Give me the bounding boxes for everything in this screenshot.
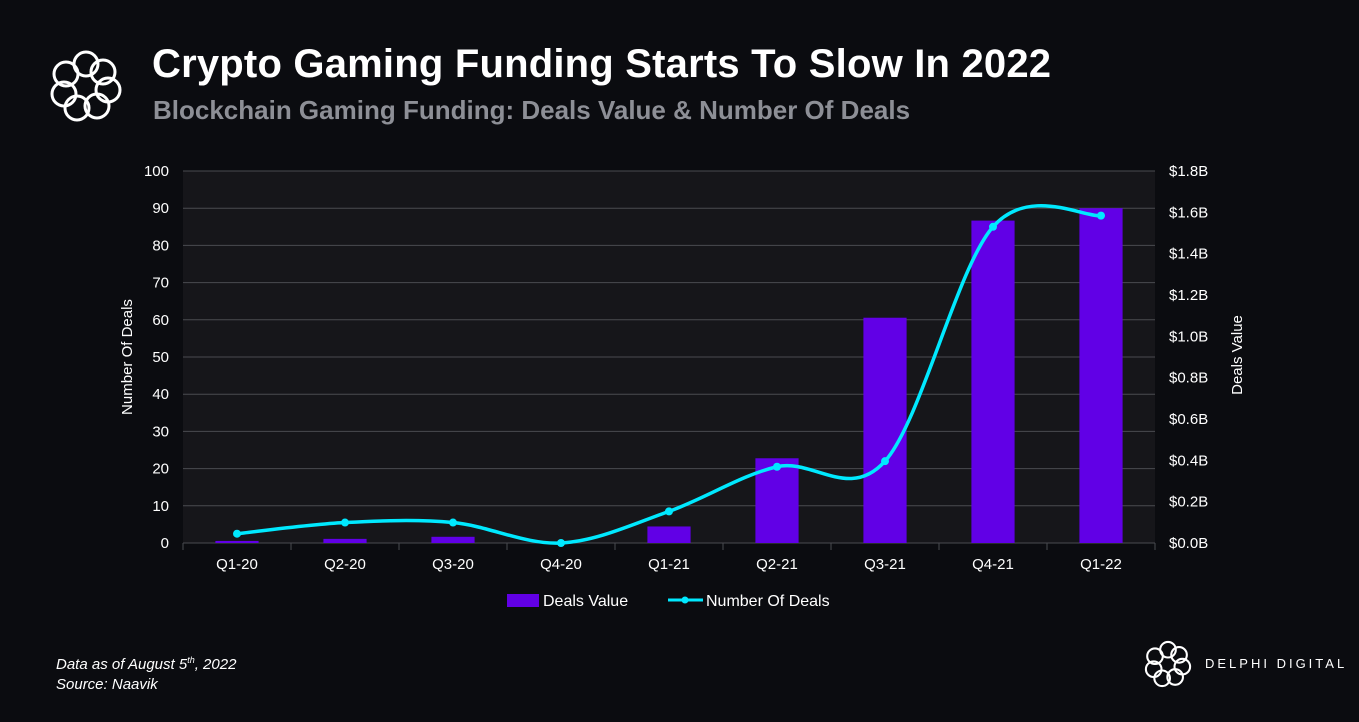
legend-label-number-of-deals: Number Of Deals — [706, 593, 830, 610]
left-tick-label: 50 — [152, 349, 169, 366]
bar-q1-21 — [647, 526, 691, 543]
line-series-number-of-deals — [236, 204, 1102, 545]
data-as-of-note: Data as of August 5th, 2022 — [56, 655, 237, 674]
x-tick-label: Q4-20 — [540, 556, 582, 573]
legend: Deals Value Number Of Deals — [507, 593, 830, 610]
bar-q3-21 — [863, 317, 907, 543]
x-tick-label: Q2-21 — [756, 556, 798, 573]
left-tick-label: 70 — [152, 275, 169, 292]
left-tick-label: 60 — [152, 312, 169, 329]
x-tick-label: Q3-21 — [864, 556, 906, 573]
point-q1-21 — [665, 507, 673, 516]
bar-q3-20 — [431, 536, 475, 543]
point-q2-20 — [341, 518, 349, 527]
right-tick-label: $0.6B — [1169, 411, 1208, 428]
left-tick-label: 40 — [152, 386, 169, 403]
left-tick-label: 10 — [152, 498, 169, 515]
right-tick-label: $0.0B — [1169, 535, 1208, 552]
point-q3-21 — [881, 457, 889, 466]
point-q1-22 — [1097, 211, 1105, 220]
delphi-brand-logo-icon — [1144, 640, 1192, 688]
right-tick-label: $0.8B — [1169, 370, 1208, 387]
delphi-logo-icon — [50, 50, 122, 122]
point-q4-20 — [557, 539, 565, 547]
point-q3-20 — [449, 518, 457, 527]
point-q2-21 — [773, 462, 781, 471]
bar-q2-20 — [323, 538, 367, 543]
point-q4-21 — [989, 222, 997, 231]
left-tick-label: 100 — [144, 163, 169, 180]
right-tick-label: $1.4B — [1169, 246, 1208, 263]
right-axis-ticks: $0.0B $0.2B $0.4B $0.6B $0.8B $1.0B $1.2B $1.4B… — [1169, 163, 1208, 552]
right-tick-label: $1.2B — [1169, 287, 1208, 304]
left-axis-ticks: 0 10 20 30 40 50 60 70 80 90 100 — [144, 163, 169, 552]
page-title: Crypto Gaming Funding Starts To Slow In … — [152, 42, 1052, 86]
left-tick-label: 30 — [152, 423, 169, 440]
x-tick-label: Q1-21 — [648, 556, 690, 573]
left-tick-label: 90 — [152, 200, 169, 217]
x-tick-label: Q3-20 — [432, 556, 474, 573]
right-axis-title: Deals Value — [1229, 315, 1246, 395]
right-tick-label: $1.8B — [1169, 163, 1208, 180]
right-tick-label: $0.2B — [1169, 494, 1208, 511]
brand-name: DELPHI DIGITAL — [1205, 656, 1348, 671]
x-tick-label: Q2-20 — [324, 556, 366, 573]
bar-q1-20 — [215, 540, 259, 543]
left-tick-label: 80 — [152, 237, 169, 254]
footnote: Data as of August 5th, 2022 Source: Naav… — [56, 655, 236, 695]
source-note: Source: Naavik — [56, 676, 158, 693]
legend-marker-number-of-deals — [681, 596, 689, 604]
left-tick-label: 0 — [161, 535, 169, 552]
line-points — [233, 211, 1105, 547]
right-tick-label: $0.4B — [1169, 452, 1208, 469]
bar-q4-21 — [971, 220, 1015, 543]
x-tick-label: Q1-22 — [1080, 556, 1122, 573]
right-tick-label: $1.0B — [1169, 328, 1208, 345]
right-tick-label: $1.6B — [1169, 204, 1208, 221]
left-axis-title: Number Of Deals — [119, 299, 136, 415]
x-tick-label: Q1-20 — [216, 556, 258, 573]
legend-label-deals-value: Deals Value — [543, 593, 628, 610]
x-axis-ticks: Q1-20 Q2-20 Q3-20 Q4-20 Q1-21 Q2-21 Q3-21 Q4-21… — [216, 556, 1122, 573]
bar-series-deals-value — [215, 208, 1123, 543]
left-tick-label: 20 — [152, 461, 169, 478]
x-tick-label: Q4-21 — [972, 556, 1014, 573]
legend-swatch-deals-value — [507, 594, 539, 607]
point-q1-20 — [233, 529, 241, 538]
page-subtitle: Blockchain Gaming Funding: Deals Value &… — [153, 95, 911, 125]
bar-q1-22 — [1079, 208, 1123, 543]
